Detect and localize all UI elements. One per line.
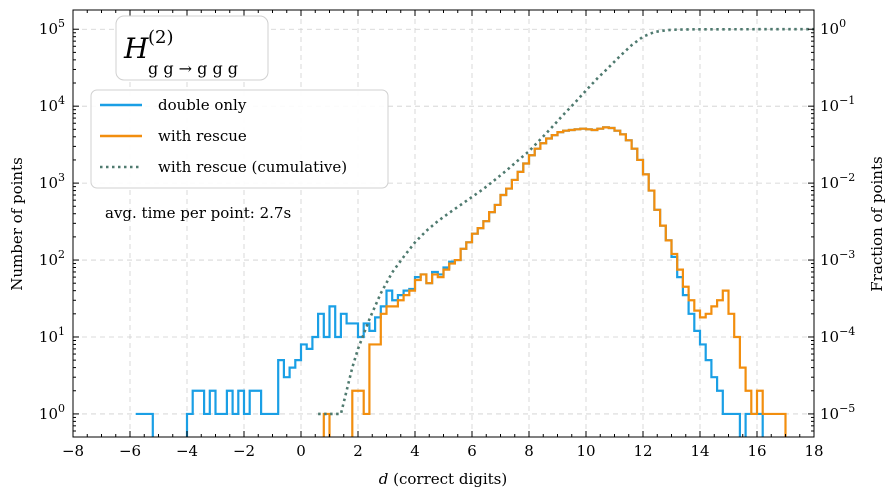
y2-tick-label: 10−1	[820, 94, 855, 115]
x-tick-label: 4	[410, 442, 420, 460]
y-tick-label: 102	[39, 248, 65, 269]
x-tick-label: −2	[233, 442, 255, 460]
x-tick-label: 14	[690, 442, 709, 460]
y2-tick-label: 100	[820, 17, 846, 38]
y-tick-label: 100	[39, 402, 65, 423]
x-tick-label: 12	[633, 442, 652, 460]
legend-label-double-only: double only	[158, 96, 247, 114]
series-layer	[135, 27, 814, 437]
x-tick-label: 10	[576, 442, 595, 460]
legend-label-cumulative: with rescue (cumulative)	[158, 158, 347, 176]
y2-tick-label: 10−5	[820, 402, 855, 423]
title-superscript: (2)	[148, 27, 174, 48]
grid	[73, 10, 814, 437]
title-subscript: g g → g g g	[148, 59, 238, 78]
x-tick-label: 0	[296, 442, 306, 460]
series-line-with-rescue	[322, 126, 787, 437]
legend-label-with-rescue: with rescue	[158, 127, 247, 145]
x-tick-label: 6	[467, 442, 477, 460]
y2-tick-label: 10−4	[820, 325, 855, 346]
x-tick-label: 18	[804, 442, 823, 460]
x-tick-label: −8	[62, 442, 84, 460]
ticks: −8 −6 −4 −2 0 2 4 6 8 10 12 14 16 18 100 101 102 103 104 10…	[39, 10, 855, 460]
x-tick-label: 8	[524, 442, 534, 460]
x-tick-label: −4	[176, 442, 198, 460]
title-main: H	[123, 32, 149, 65]
y-tick-label: 103	[39, 171, 65, 192]
series-line-cumulative	[318, 27, 814, 416]
y2-axis-label: Fraction of points	[868, 156, 886, 291]
x-tick-label: −6	[119, 442, 141, 460]
x-axis-label: d (correct digits)	[379, 470, 507, 488]
y-tick-label: 105	[39, 17, 65, 38]
legend: double only with rescue with rescue (cum…	[90, 89, 389, 189]
y-tick-label: 104	[39, 94, 65, 115]
x-tick-label: 16	[747, 442, 766, 460]
y-tick-label: 101	[39, 325, 65, 346]
y-axis-label: Number of points	[8, 157, 26, 291]
x-tick-label: 2	[353, 442, 363, 460]
annotation-avg-time: avg. time per point: 2.7s	[105, 204, 291, 222]
title-box: H (2) g g → g g g	[115, 15, 269, 81]
y2-tick-label: 10−2	[820, 171, 855, 192]
y2-tick-label: 10−3	[820, 248, 855, 269]
